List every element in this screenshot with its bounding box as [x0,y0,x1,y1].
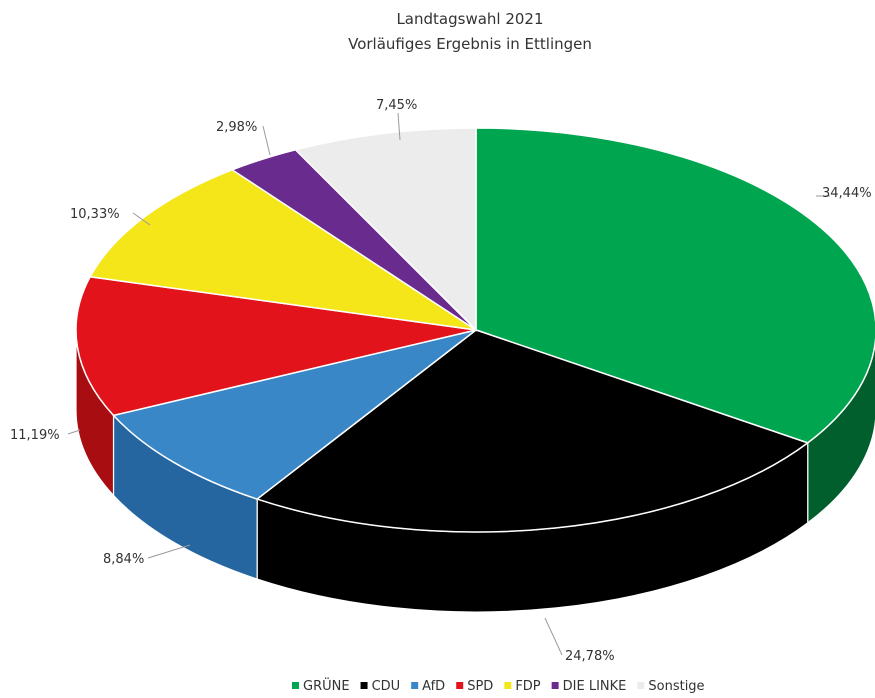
legend-swatch-sonstige [637,682,645,689]
slice-cdu [255,329,810,533]
leader-line-die-linke [262,125,271,156]
legend-label-fdp: FDP [515,679,540,694]
data-label-gruene: 34,44% [822,186,872,201]
legend-label-cdu: CDU [372,679,401,694]
data-label-spd: 11,19% [10,428,60,443]
legend-swatch-gruene [292,682,299,689]
legend-label-afd: AfD [422,679,445,694]
leader-line-fdp [132,212,151,226]
legend: GRÜNE CDU AfD SPD FDP DIE LINKE Sonstige [292,677,705,694]
leader-line-afd [147,544,191,559]
data-label-afd: 8,84% [103,552,144,567]
chart-subtitle: Vorläufiges Ergebnis in Ettlingen [348,35,592,53]
legend-swatch-cdu [360,682,368,689]
legend-label-die-linke: DIE LINKE [563,679,627,694]
legend-label-spd: SPD [467,679,493,694]
leader-line-sonstige [397,112,401,141]
pie-slices [75,127,875,533]
legend-label-sonstige: Sonstige [648,679,704,694]
legend-swatch-afd [411,682,419,689]
slice-sonstige [294,127,477,332]
slice-afd [112,329,477,500]
data-labels: 34,44% 24,78% 8,84% 11,19% 10,33% 2,98% 7,45% [10,98,872,664]
data-label-die-linke: 2,98% [216,120,257,135]
chart-title: Landtagswahl 2021 [396,10,543,28]
leader-line-spd [67,429,81,435]
slice-spd [75,275,477,417]
legend-swatch-die-linke [551,682,559,689]
legend-swatch-fdp [504,682,512,689]
data-label-cdu: 24,78% [565,649,615,664]
data-label-fdp: 10,33% [70,207,120,222]
leader-line-cdu [544,617,563,656]
legend-label-gruene: GRÜNE [303,677,350,694]
legend-swatch-spd [456,682,464,689]
pie-side-walls [75,329,875,613]
slice-fdp [88,168,477,331]
data-label-sonstige: 7,45% [376,98,417,113]
slice-gruene [475,127,875,444]
